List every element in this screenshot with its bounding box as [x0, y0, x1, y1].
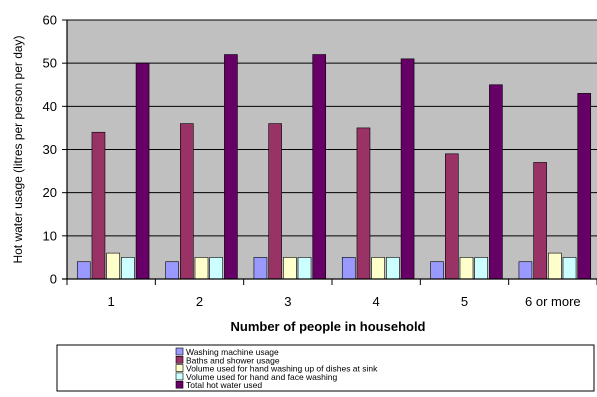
bar — [297, 257, 312, 280]
bar — [194, 257, 209, 280]
x-tick-label: 5 — [461, 294, 468, 309]
y-tick-label: 40 — [43, 99, 57, 114]
y-tick-label: 20 — [43, 185, 57, 200]
bar — [444, 153, 459, 280]
legend-label: Total hot water used — [186, 380, 262, 390]
legend-swatch — [175, 355, 184, 364]
bar — [253, 257, 268, 280]
bar — [518, 261, 533, 280]
bar — [548, 252, 562, 280]
gridlines — [67, 19, 597, 237]
bar — [400, 58, 415, 280]
legend-box — [56, 344, 595, 392]
y-tick-label: 10 — [43, 228, 57, 243]
bar — [91, 131, 106, 280]
legend-swatch — [175, 380, 184, 389]
bar — [121, 257, 135, 280]
bar — [474, 257, 489, 280]
legend-swatch — [175, 364, 184, 372]
x-tick-label: 1 — [108, 294, 115, 309]
bar — [268, 123, 282, 280]
y-tick-label: 30 — [43, 142, 57, 157]
bar — [562, 257, 577, 280]
bar — [312, 54, 327, 280]
bar — [341, 257, 356, 280]
y-tick-label: 0 — [50, 272, 57, 287]
bar — [180, 123, 194, 280]
x-tick-labels: 1 2 3 4 5 6 or more — [108, 294, 581, 309]
x-tick-label: 4 — [373, 294, 380, 309]
x-tick-label: 3 — [284, 294, 291, 309]
bar — [371, 257, 385, 280]
bar — [430, 261, 444, 280]
legend-label: Baths and shower usage — [186, 355, 280, 365]
y-tick-label: 50 — [43, 56, 57, 71]
bar — [577, 93, 592, 280]
bar — [489, 84, 503, 280]
bar — [76, 261, 91, 280]
bar — [106, 252, 120, 280]
y-axis-label: Hot water usage (litres per person per d… — [11, 35, 25, 263]
bar — [459, 257, 474, 280]
legend-label: Volume used for hand and face washing — [186, 372, 337, 382]
x-tick-label: 6 or more — [525, 294, 581, 309]
bar — [356, 127, 371, 280]
bar — [224, 54, 238, 280]
bar — [533, 162, 547, 280]
bar — [165, 261, 179, 280]
bar — [209, 257, 223, 280]
legend-label: Washing machine usage — [186, 347, 279, 357]
bar — [283, 257, 297, 280]
bar — [386, 257, 400, 280]
legend-label: Volume used for hand washing up of dishe… — [186, 364, 378, 374]
legend-swatch — [175, 372, 184, 381]
bar — [135, 62, 150, 280]
x-tick-label: 2 — [196, 294, 203, 309]
bars — [76, 54, 592, 280]
y-tick-label: 60 — [43, 13, 57, 28]
y-tick-labels: 0 10 20 30 40 50 60 — [43, 13, 67, 287]
legend-swatch — [175, 347, 184, 356]
x-axis-label: Number of people in household — [231, 319, 426, 334]
